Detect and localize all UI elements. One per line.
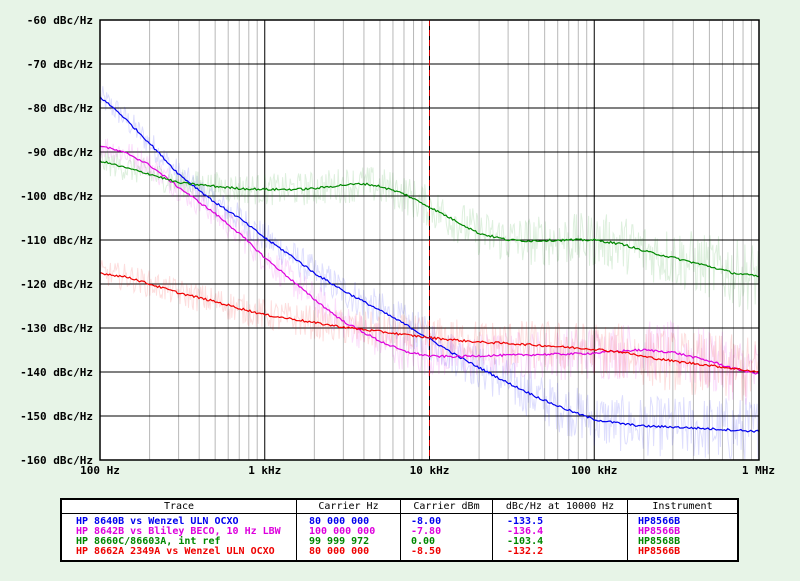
legend-carrier-hz: 80 000 000 (296, 547, 401, 561)
legend-header-trace: Trace (60, 499, 297, 514)
series-line (99, 145, 760, 375)
y-tick-label: -110 dBc/Hz (20, 234, 93, 247)
legend-header-dbc: dBc/Hz at 10000 Hz (492, 499, 628, 514)
legend-dbc-value: -103.4 (492, 537, 628, 547)
legend-header-row: Trace Carrier Hz Carrier dBm dBc/Hz at 1… (60, 499, 739, 514)
legend-row: HP 8642B vs Bliley BECO, 10 Hz LBW 100 0… (60, 527, 739, 537)
x-tick-label: 100 Hz (80, 464, 120, 477)
legend-row: HP 8660C/86603A, int ref 99 999 972 0.00… (60, 537, 739, 547)
y-tick-label: -160 dBc/Hz (20, 454, 93, 467)
x-tick-label: 1 MHz (742, 464, 775, 477)
legend-dbc-value: -136.4 (492, 527, 628, 537)
y-tick-label: -130 dBc/Hz (20, 322, 93, 335)
x-axis-tick-labels: 100 Hz 1 kHz 10 kHz 100 kHz 1 MHz (80, 464, 775, 477)
legend-row: HP 8640B vs Wenzel ULN OCXO 80 000 000 -… (60, 513, 739, 527)
y-tick-label: -100 dBc/Hz (20, 190, 93, 203)
y-tick-label: -80 dBc/Hz (27, 102, 93, 115)
series-line (99, 160, 760, 278)
legend-table: Trace Carrier Hz Carrier dBm dBc/Hz at 1… (60, 498, 739, 562)
y-axis-tick-labels: -60 dBc/Hz -70 dBc/Hz -80 dBc/Hz -90 dBc/Hz… (20, 14, 93, 467)
y-tick-label: -90 dBc/Hz (27, 146, 93, 159)
legend-instrument: HP8568B (627, 537, 739, 547)
phase-noise-chart: -60 dBc/Hz -70 dBc/Hz -80 dBc/Hz -90 dBc/Hz… (20, 14, 775, 477)
noise-trace (99, 86, 759, 461)
legend-carrier-dbm: -8.50 (400, 547, 493, 561)
plot-frame (99, 19, 760, 461)
y-tick-label: -140 dBc/Hz (20, 366, 93, 379)
legend-instrument: HP8566B (627, 513, 739, 527)
legend-header-carrier-hz: Carrier Hz (296, 499, 401, 514)
y-tick-label: -150 dBc/Hz (20, 410, 93, 423)
legend-carrier-dbm: -8.00 (400, 513, 493, 527)
series-line (99, 272, 760, 373)
x-tick-label: 1 kHz (248, 464, 281, 477)
legend-header-instrument: Instrument (627, 499, 739, 514)
x-tick-label: 100 kHz (571, 464, 617, 477)
legend-instrument: HP8566B (627, 547, 739, 561)
y-tick-label: -70 dBc/Hz (27, 58, 93, 71)
smoothed-traces (99, 96, 760, 433)
legend-dbc-value: -133.5 (492, 513, 628, 527)
x-tick-label: 10 kHz (410, 464, 450, 477)
y-tick-label: -120 dBc/Hz (20, 278, 93, 291)
legend-header-carrier-dbm: Carrier dBm (400, 499, 493, 514)
legend-trace-name: HP 8662A 2349A vs Wenzel ULN OCXO (60, 547, 297, 561)
legend-dbc-value: -132.2 (492, 547, 628, 561)
legend-instrument: HP8566B (627, 527, 739, 537)
legend-carrier-hz: 80 000 000 (296, 513, 401, 527)
legend-trace-name: HP 8640B vs Wenzel ULN OCXO (60, 513, 297, 527)
y-tick-label: -60 dBc/Hz (27, 14, 93, 27)
legend-row: HP 8662A 2349A vs Wenzel ULN OCXO 80 000… (60, 547, 739, 561)
